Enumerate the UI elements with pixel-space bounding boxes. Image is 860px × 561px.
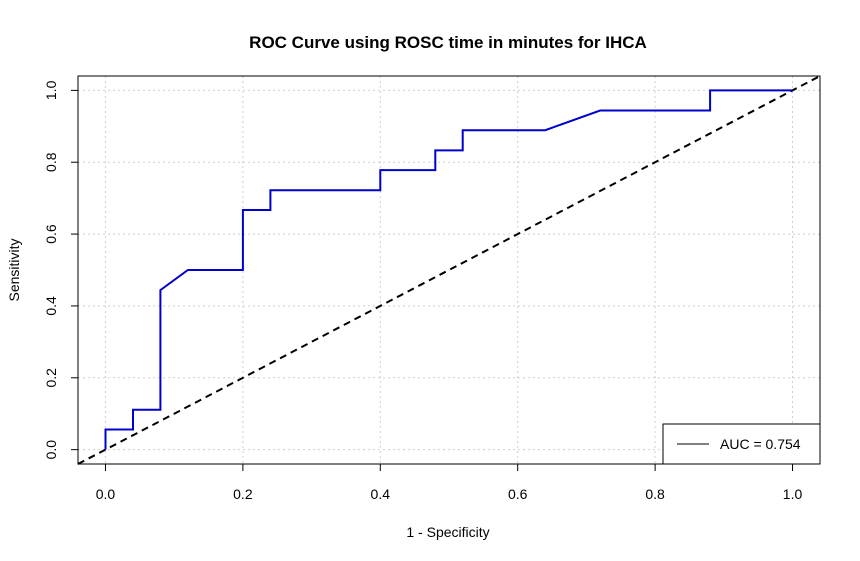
x-tick-label-5: 1.0 xyxy=(783,486,803,502)
y-tick-label-5: 1.0 xyxy=(43,80,59,100)
legend: AUC = 0.754 xyxy=(662,423,821,465)
grid xyxy=(78,76,820,464)
x-tick-label-4: 0.8 xyxy=(645,486,665,502)
y-tick-label-4: 0.8 xyxy=(43,152,59,172)
x-tick-label-0: 0.0 xyxy=(96,486,116,502)
x-tick-label-3: 0.6 xyxy=(508,486,528,502)
x-axis-label: 1 - Specificity xyxy=(406,524,489,540)
reference-diagonal xyxy=(77,75,821,465)
y-tick-label-1: 0.2 xyxy=(43,368,59,388)
y-tick-label-0: 0.0 xyxy=(43,440,59,460)
x-tick-label-2: 0.4 xyxy=(371,486,391,502)
y-axis: 0.0 0.2 0.4 0.6 0.8 1.0 xyxy=(43,80,78,459)
x-tick-label-1: 0.2 xyxy=(233,486,253,502)
x-axis: 0.0 0.2 0.4 0.6 0.8 1.0 xyxy=(96,464,803,502)
plot-frame xyxy=(77,75,821,465)
y-tick-label-3: 0.6 xyxy=(43,224,59,244)
series-group xyxy=(104,89,793,450)
roc-curve-0 xyxy=(104,89,793,450)
y-tick-label-2: 0.4 xyxy=(43,296,59,316)
y-axis-label: Sensitivity xyxy=(6,238,22,301)
legend-box xyxy=(662,423,821,465)
legend-label-0: AUC = 0.754 xyxy=(720,436,801,452)
chart-title: ROC Curve using ROSC time in minutes for… xyxy=(249,33,647,52)
reference-line-group xyxy=(77,75,821,465)
